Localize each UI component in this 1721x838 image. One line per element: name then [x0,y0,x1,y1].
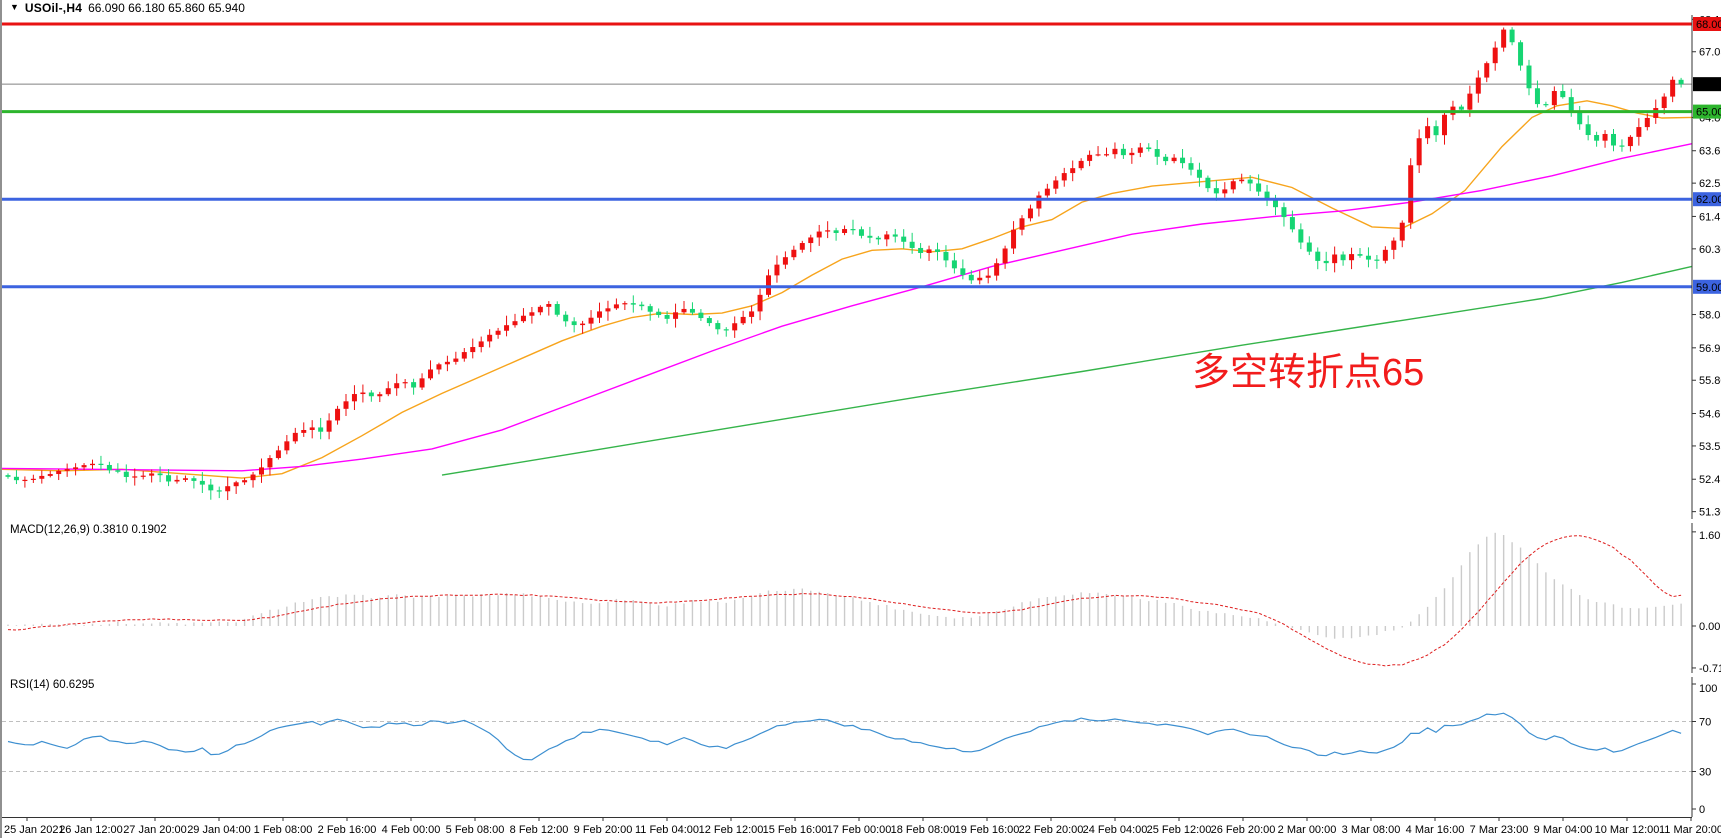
date-axis-label: 4 Feb 00:00 [382,824,441,836]
macd-indicator-label: MACD(12,26,9) 0.3810 0.1902 [10,524,167,536]
macd-canvas[interactable]: 1.6093 0.00 -0.7172 [2,523,1721,673]
date-axis-label: 18 Feb 08:00 [891,824,956,836]
date-axis-label: 29 Jan 04:00 [187,824,251,836]
date-axis-label: 17 Feb 00:00 [827,824,892,836]
chart-header: ▼ USOil-,H4 66.090 66.180 65.860 65.940 [2,0,1721,15]
mid-ma-line[interactable] [2,143,1693,472]
slow-ma-line[interactable] [441,265,1693,476]
macd-axis-label: 0.00 [1699,621,1720,633]
rsi-axis-label: 100 [1699,683,1717,695]
date-axis-label: 4 Mar 16:00 [1406,824,1465,836]
price-level-label: 65.000 [1696,107,1721,119]
date-axis-label: 2 Mar 00:00 [1278,824,1337,836]
y-axis-label: 56.910 [1699,343,1721,355]
date-axis-label: 2 Feb 16:00 [318,824,377,836]
price-level-flag [1693,279,1721,294]
y-axis-label: 63.660 [1699,146,1721,158]
fast-ma-line[interactable] [2,100,1693,479]
y-axis-label: 67.050 [1699,47,1721,59]
date-axis-label: 11 Mar 20:00 [1659,824,1721,836]
macd-axis-label: -0.7172 [1699,663,1721,673]
date-axis-label: 11 Feb 04:00 [635,824,699,836]
macd-axis-label: 1.6093 [1699,530,1721,542]
y-axis-label: 61.410 [1699,211,1721,223]
rsi-line[interactable] [7,712,1682,761]
y-axis-label: 53.550 [1699,441,1721,453]
price-level-label: 62.000 [1696,194,1721,206]
candles [5,27,1684,501]
date-axis-label: 10 Mar 12:00 [1595,824,1660,836]
annotation-text[interactable]: 多空转折点65 [1192,352,1425,394]
date-axis-label: 1 Feb 08:00 [254,824,313,836]
price-level-label: 68.000 [1696,19,1721,31]
date-axis-label: 19 Feb 16:00 [955,824,1020,836]
date-axis-label: 25 Jan 2021 [4,824,65,836]
price-chart-canvas[interactable]: 68.16067.05064.80063.66062.55061.41060.3… [2,15,1721,519]
price-level-flag [1693,77,1721,92]
price-level-label: 65.940 [1696,79,1721,91]
date-axis-label: 26 Feb 20:00 [1211,824,1276,836]
rsi-indicator-label: RSI(14) 60.6295 [10,679,95,691]
y-axis-label: 51.300 [1699,507,1721,519]
ohlc-quote-label: 66.090 66.180 65.860 65.940 [88,0,245,15]
date-axis-label: 7 Mar 23:00 [1470,824,1529,836]
date-axis-label: 8 Feb 12:00 [510,824,569,836]
price-level-flag [1693,17,1721,31]
price-level-flag [1693,104,1721,119]
price-level-flag [1693,192,1721,207]
macd-histogram [7,532,1682,639]
symbol-timeframe-label: USOil-,H4 [24,0,83,15]
y-axis-label: 58.050 [1699,310,1721,322]
date-axis-label: 27 Jan 20:00 [123,824,187,836]
price-level-label: 59.000 [1696,282,1721,294]
rsi-canvas[interactable]: 100 70 30 0 [2,677,1721,817]
y-axis-label: 54.660 [1699,409,1721,421]
date-axis-label: 9 Mar 04:00 [1534,824,1593,836]
date-axis-label: 5 Feb 08:00 [446,824,505,836]
date-axis-label: 12 Feb 12:00 [699,824,764,836]
macd-signal-line[interactable] [7,535,1682,667]
rsi-axis-label: 70 [1699,717,1711,729]
date-axis-label: 24 Feb 04:00 [1083,824,1148,836]
y-axis-label: 52.410 [1699,474,1721,486]
date-axis-label: 26 Jan 12:00 [59,824,123,836]
y-axis-label: 55.800 [1699,375,1721,387]
y-axis-label: 62.550 [1699,178,1721,190]
date-axis-label: 22 Feb 20:00 [1019,824,1084,836]
date-axis-label: 3 Mar 08:00 [1342,824,1401,836]
date-axis-label: 25 Feb 12:00 [1147,824,1212,836]
date-axis-label: 15 Feb 16:00 [763,824,828,836]
rsi-axis-label: 0 [1699,804,1705,816]
chevron-down-icon[interactable]: ▼ [10,2,19,12]
rsi-axis-label: 30 [1699,767,1711,779]
date-axis-label: 9 Feb 20:00 [574,824,633,836]
y-axis-label: 60.300 [1699,244,1721,256]
